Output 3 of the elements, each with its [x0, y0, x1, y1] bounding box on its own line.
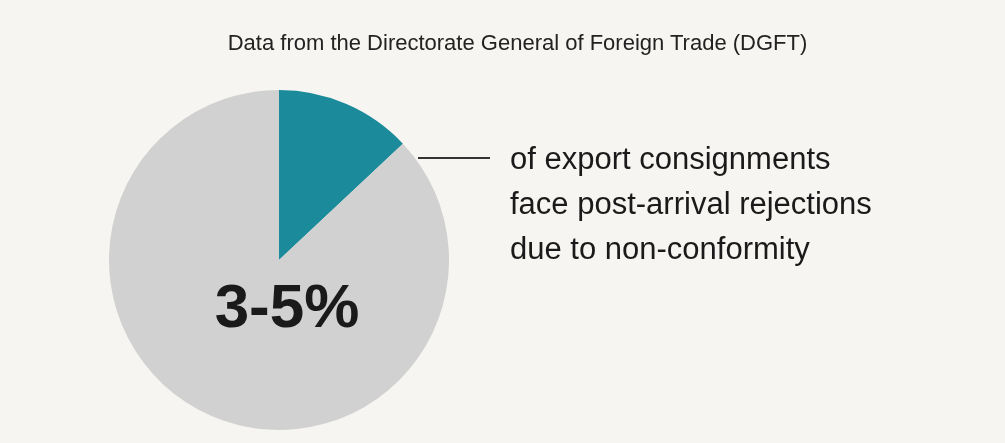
- text: 3-5%: [214, 271, 360, 341]
- text: Data from the Directorate General of Foreign Trade (DGFT): [226, 30, 809, 56]
- text: of export consignments face post-arrival rejections due to non-conformity: [510, 140, 872, 266]
